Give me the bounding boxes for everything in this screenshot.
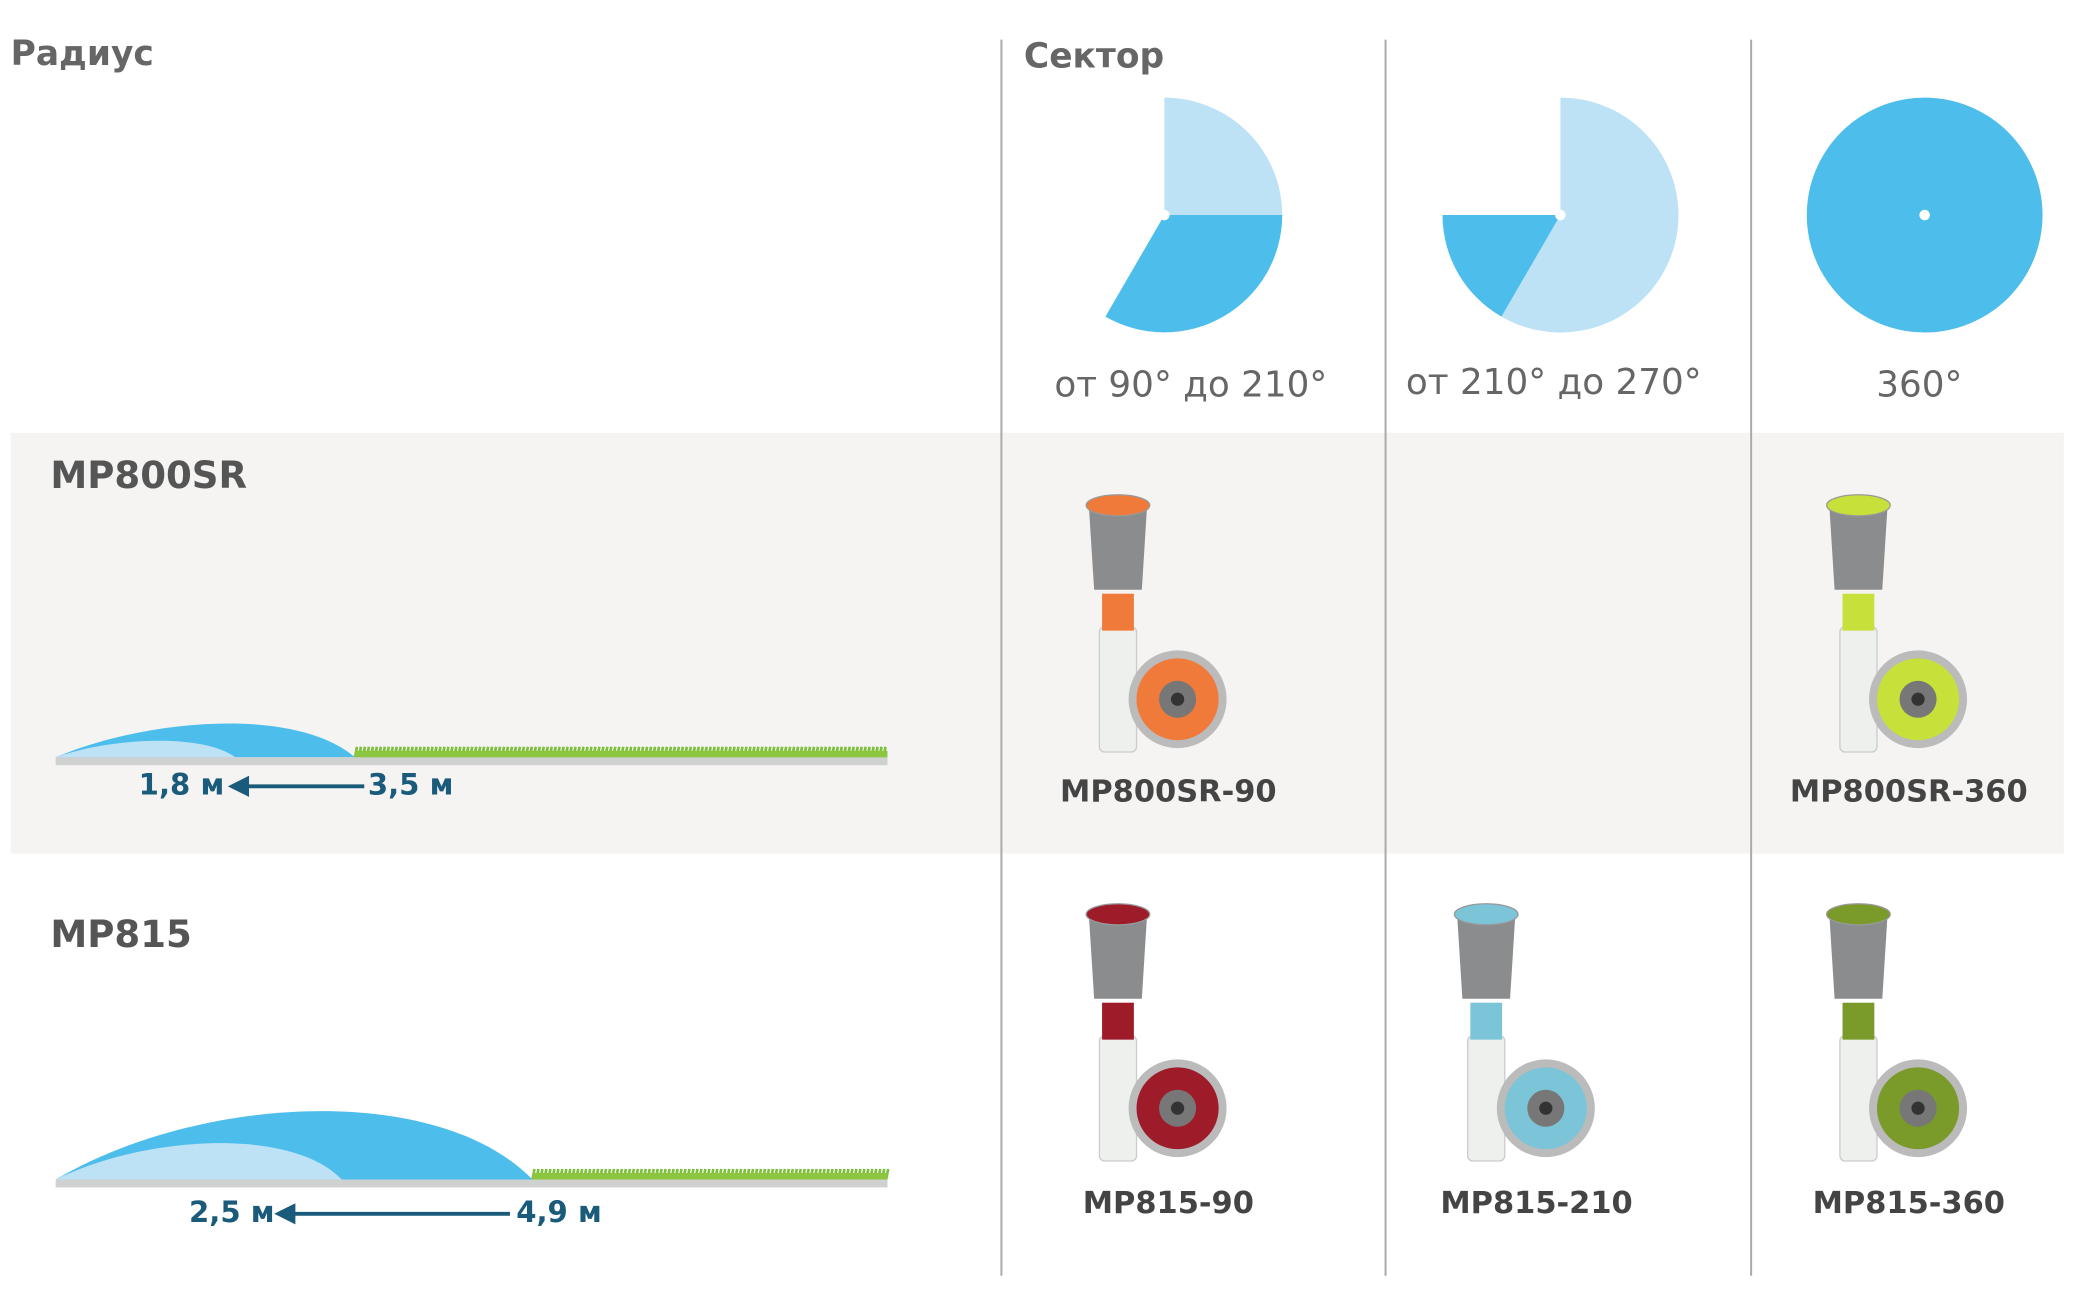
nozzle (1453, 903, 1595, 1162)
nozzle-neck (1842, 1002, 1875, 1040)
range-arrowhead (227, 775, 250, 797)
nozzle-top (1085, 494, 1151, 517)
nozzle (1825, 903, 1968, 1162)
product-name: MP800SR-360 (1790, 774, 2028, 809)
nozzle-cap (1088, 914, 1148, 999)
nozzle-cap (1829, 914, 1888, 999)
grass-base (532, 1172, 888, 1181)
sector-icon (1806, 97, 2043, 333)
nozzle-top (1825, 903, 1891, 926)
product-name: MP815-90 (1083, 1186, 1254, 1221)
nozzle-cap (1088, 505, 1148, 590)
product-name: MP815-360 (1813, 1186, 2005, 1221)
product-name: MP800SR-90 (1060, 774, 1277, 809)
range-min: 1,8 м (139, 767, 225, 801)
nozzle-neck (1102, 593, 1134, 631)
sector-title: Сектор (1024, 37, 1164, 77)
nozzle-face-hole (1911, 692, 1925, 706)
nozzle-top (1453, 903, 1519, 926)
nozzle-top (1085, 903, 1151, 926)
product-name: MP815-210 (1440, 1186, 1632, 1221)
row-name: MP800SR (50, 454, 247, 497)
water-spray-light (55, 1143, 342, 1180)
sector-label: от 90° до 210° (1054, 365, 1327, 406)
sector-icon (1442, 97, 1679, 333)
ground (55, 757, 888, 766)
nozzle-face-hole (1539, 1101, 1553, 1115)
sector-label: 360° (1876, 365, 1962, 406)
nozzle (1825, 494, 1968, 753)
nozzle-neck (1842, 593, 1875, 631)
row-band (10, 432, 2064, 854)
ground (55, 1179, 888, 1188)
nozzle-face-hole (1911, 1101, 1925, 1115)
nozzle-cap (1829, 505, 1888, 590)
nozzle-cap (1457, 914, 1516, 999)
nozzle-neck (1470, 1002, 1503, 1040)
nozzle-face-hole (1170, 1101, 1185, 1115)
nozzle (1085, 494, 1227, 753)
range-min: 2,5 м (189, 1195, 275, 1229)
water-spray-light (55, 740, 236, 758)
nozzle-face-hole (1170, 692, 1185, 706)
nozzle-top (1825, 494, 1891, 517)
radius-title: Радиус (11, 34, 154, 74)
range-arrowhead (274, 1203, 296, 1225)
range-max: 3,5 м (368, 767, 454, 801)
nozzle (1085, 903, 1227, 1162)
sector-icon (1105, 97, 1283, 333)
grass-base (354, 750, 888, 759)
sector-label: от 210° до 270° (1406, 362, 1702, 403)
nozzle-neck (1102, 1002, 1134, 1040)
range-max: 4,9 м (516, 1195, 602, 1229)
row-name: MP815 (50, 913, 191, 956)
